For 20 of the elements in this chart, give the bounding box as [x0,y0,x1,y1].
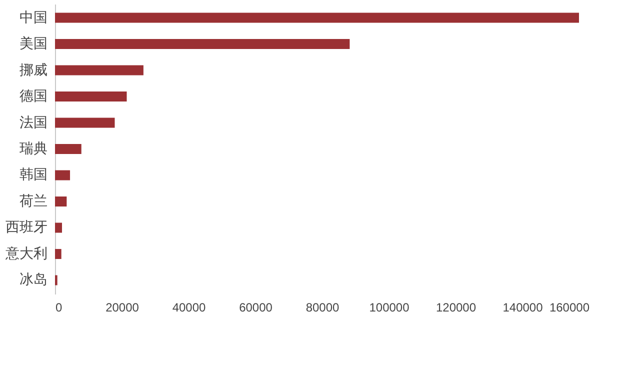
y-tick-label: 韩国 [20,167,48,184]
x-tick-label: 0 [56,300,62,314]
y-tick-label: 荷兰 [20,193,48,210]
x-tick-label: 100000 [369,300,410,314]
x-tick-label: 40000 [172,300,206,314]
y-tick-label: 冰岛 [20,272,48,288]
x-tick-label: 60000 [239,300,273,314]
y-tick-label: 德国 [20,88,48,105]
y-tick-label: 美国 [20,36,48,52]
y-tick-label: 西班牙 [6,220,48,236]
y-tick-label: 法国 [20,114,48,131]
x-tick-label: 140000 [502,300,544,314]
y-tick-label: 瑞典 [20,141,48,157]
x-tick-label: 20000 [106,300,140,314]
y-tick-label: 意大利 [4,246,48,262]
x-tick-label: 160000 [549,300,590,314]
x-tick-label: 80000 [306,300,340,314]
x-tick-label: 120000 [436,300,476,314]
y-tick-label: 挪威 [20,62,48,78]
y-tick-label: 中国 [20,10,48,26]
